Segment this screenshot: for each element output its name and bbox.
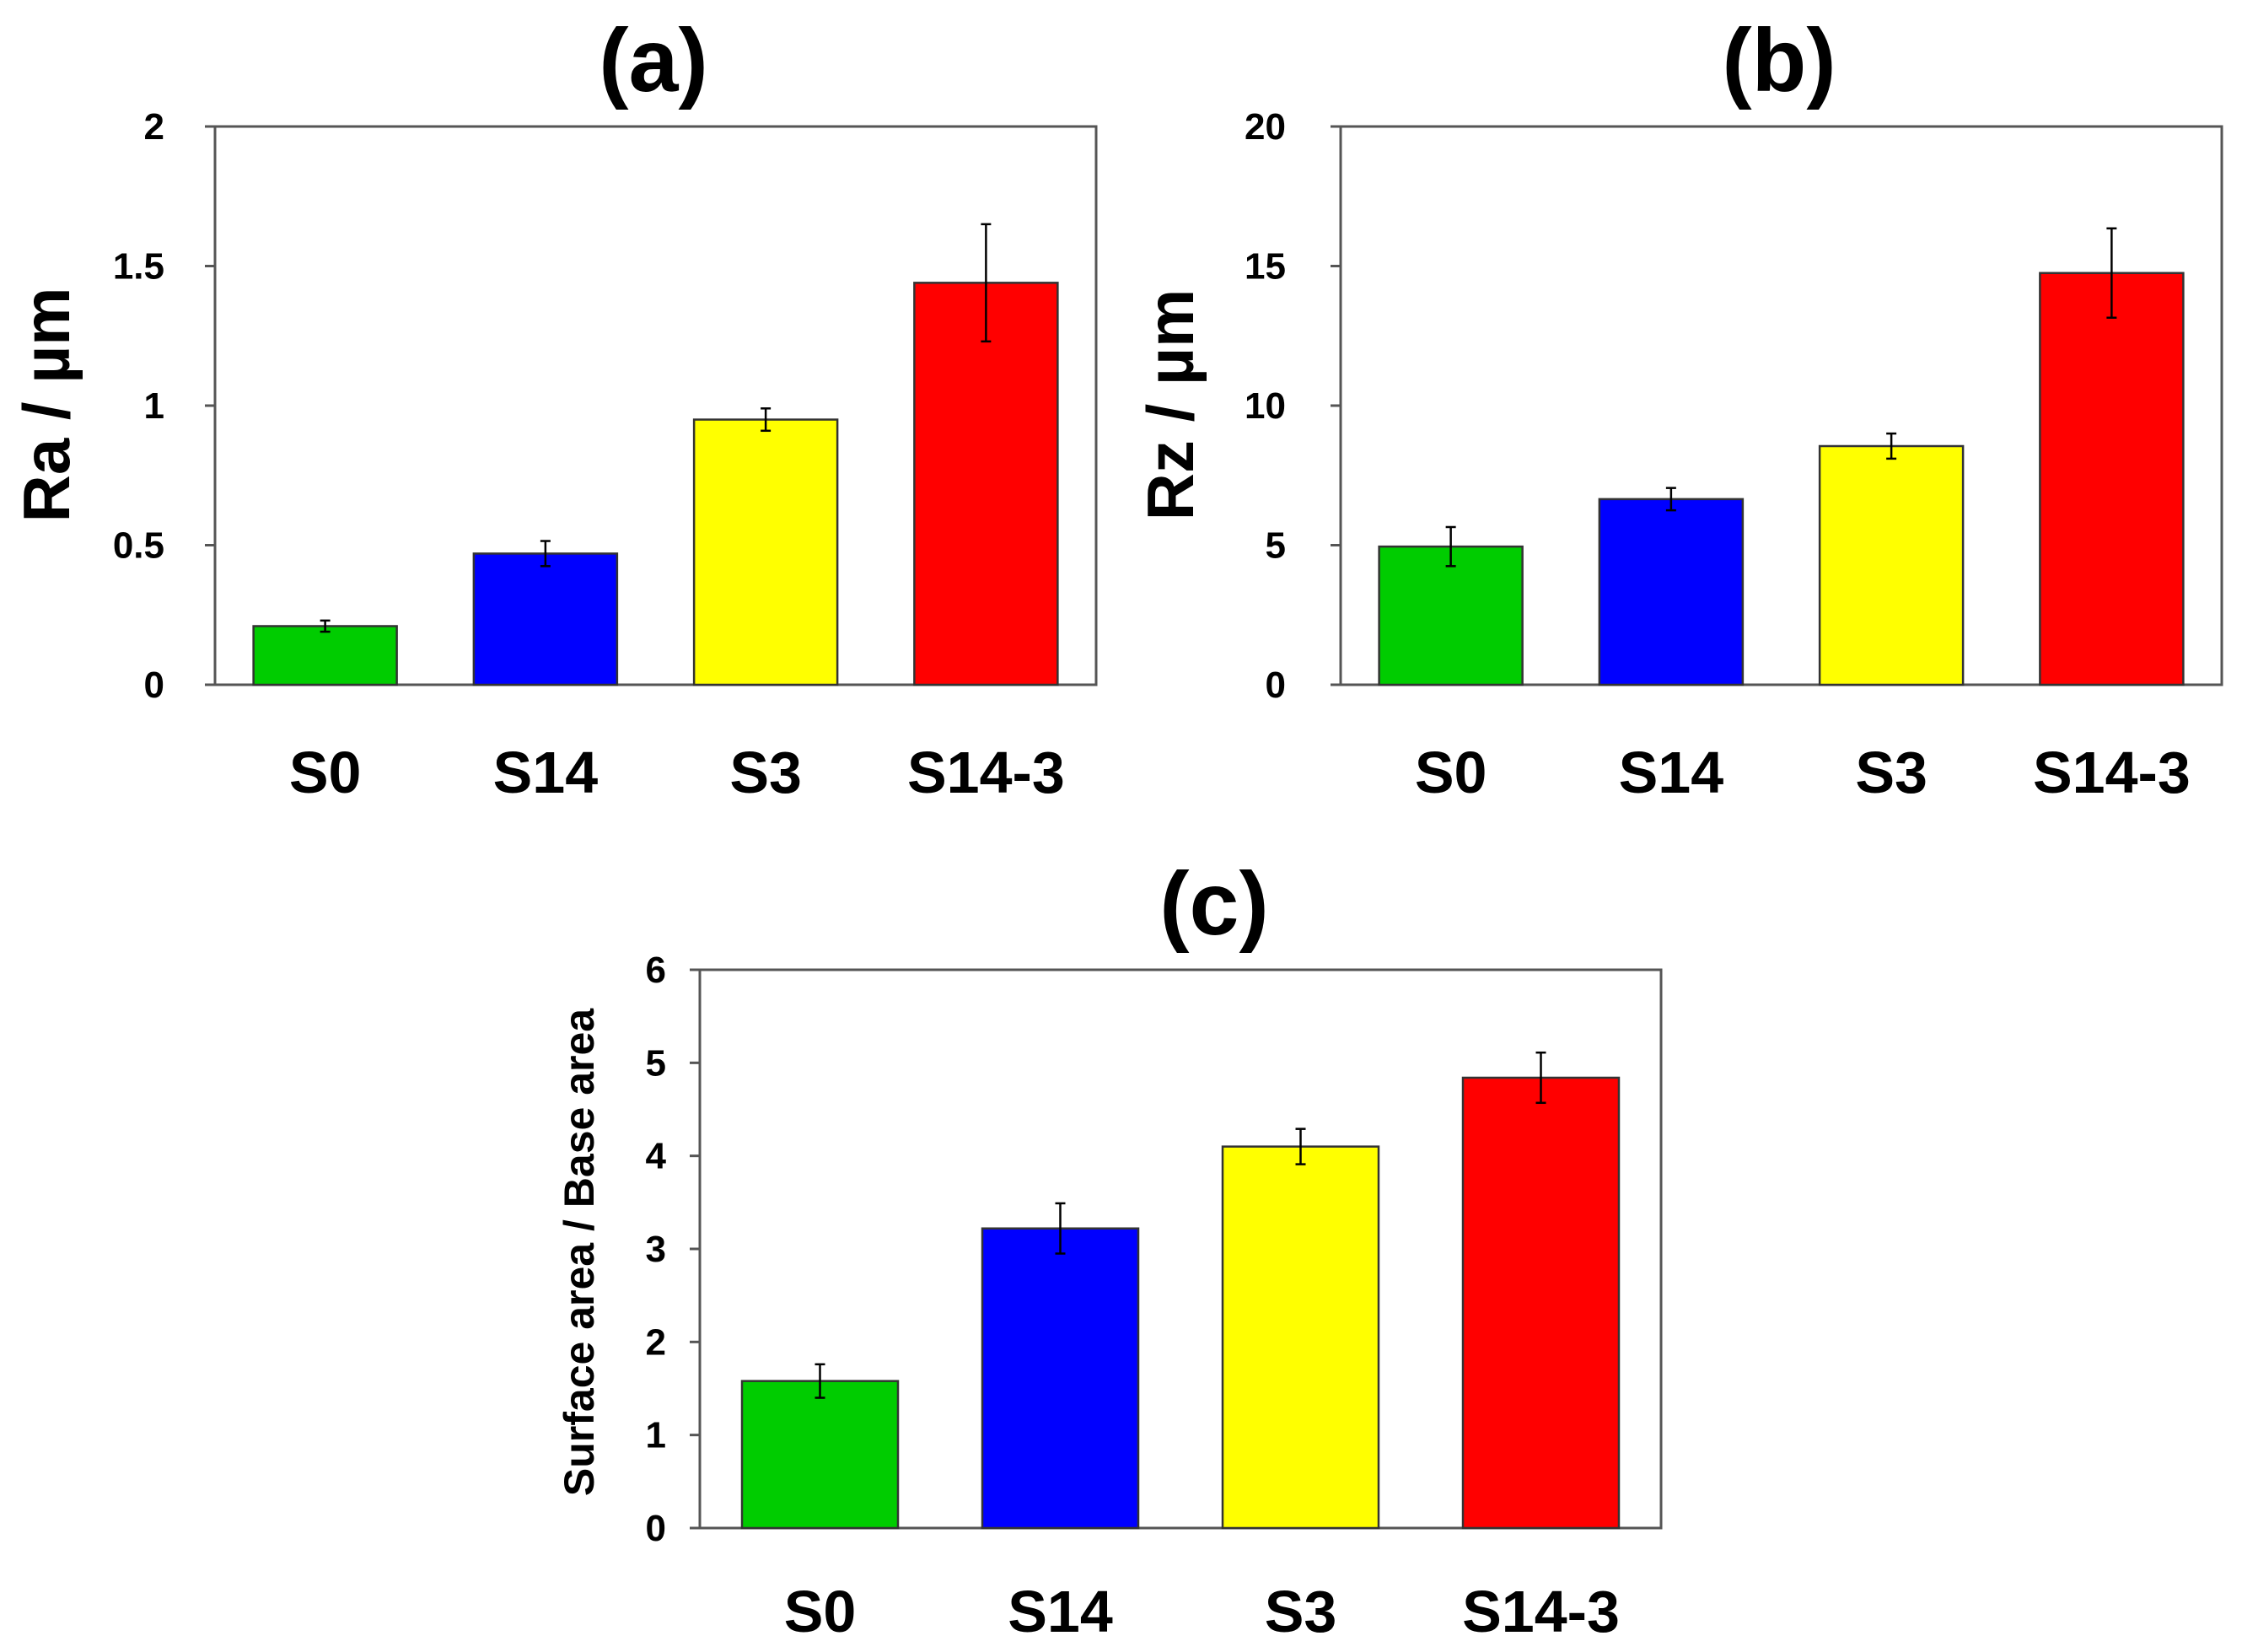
- panel-b-bar-s14-3: [2039, 272, 2185, 686]
- panel-a-y-axis-label: Ra / µm: [9, 287, 83, 522]
- panel-a-bar-s3: [692, 418, 839, 686]
- panel-c-category-label-s14-3: S14-3: [1462, 1579, 1620, 1644]
- panel-b-category-label-s14: S14: [1619, 740, 1724, 805]
- panel-c-bar-s0: [740, 1380, 900, 1530]
- panel-c-y-tick-label: 1: [646, 1415, 666, 1456]
- panel-b-category-label-s3: S3: [1855, 740, 1927, 805]
- panel-c-bar-s14-3: [1461, 1076, 1621, 1530]
- panel-a-category-label-s0: S0: [289, 740, 362, 805]
- panel-c-category-label-s14: S14: [1008, 1579, 1113, 1644]
- panel-b-title: (b): [1722, 11, 1836, 110]
- panel-a: (a) Ra / µm 0 0.5 1 1.5 2 S0 S14 S3 S14-3: [9, 11, 1098, 805]
- panel-a-bar-s0: [252, 625, 398, 686]
- panel-c-y-tick-label: 6: [646, 950, 666, 991]
- panel-b: (b) Rz / µm 0 5 10 15 20 S0 S14 S3 S14-3: [1133, 11, 2223, 805]
- panel-a-category-label-s14-3: S14-3: [907, 740, 1065, 805]
- panel-c-y-tick-label: 3: [646, 1229, 666, 1270]
- panel-b-y-tick-label: 5: [1266, 525, 1286, 567]
- panel-a-bar-s14: [472, 552, 619, 686]
- panel-b-category-label-s14-3: S14-3: [2033, 740, 2191, 805]
- panel-a-y-tick-label: 1.5: [113, 246, 164, 288]
- panel-c-y-tick-label: 0: [646, 1508, 666, 1549]
- panel-b-y-tick-label: 10: [1245, 385, 1286, 427]
- panel-b-y-axis-label: Rz / µm: [1133, 289, 1207, 521]
- panel-a-bar-s14-3: [913, 282, 1059, 686]
- panel-c-y-tick-label: 5: [646, 1042, 666, 1084]
- panel-b-y-tick-label: 20: [1245, 106, 1286, 148]
- panel-c-category-label-s0: S0: [784, 1579, 857, 1644]
- panel-a-category-label-s3: S3: [729, 740, 802, 805]
- panel-c-title: (c): [1159, 854, 1269, 954]
- panel-b-bar-s0: [1378, 545, 1524, 686]
- panel-b-category-label-s0: S0: [1415, 740, 1487, 805]
- panel-c-category-label-s3: S3: [1265, 1579, 1337, 1644]
- panel-b-y-tick-label: 0: [1266, 665, 1286, 706]
- panel-a-title: (a): [599, 11, 708, 110]
- panel-b-bar-s14: [1598, 498, 1745, 686]
- panel-a-y-tick-label: 2: [144, 106, 164, 148]
- panel-c-bar-s3: [1221, 1145, 1380, 1530]
- panel-c-y-axis-label: Surface area / Base area: [556, 1008, 603, 1496]
- panel-a-y-tick-label: 0: [144, 665, 164, 706]
- panel-b-y-tick-label: 15: [1245, 246, 1286, 288]
- panel-c-bar-s14: [981, 1227, 1140, 1530]
- panel-c: (c) Surface area / Base area 0 1 2 3 4 5 6 S0 S1…: [556, 854, 1663, 1644]
- panel-a-y-tick-label: 0.5: [113, 525, 164, 567]
- panel-c-plot-area: 0 1 2 3 4 5 6 S0 S14 S3 S14-3: [646, 950, 1663, 1644]
- panel-a-plot-area: 0 0.5 1 1.5 2 S0 S14 S3 S14-3: [113, 106, 1098, 805]
- panel-a-y-tick-label: 1: [144, 385, 164, 427]
- panel-c-y-tick-label: 2: [646, 1321, 666, 1363]
- panel-c-y-tick-label: 4: [646, 1136, 667, 1177]
- panel-b-plot-area: 0 5 10 15 20 S0 S14 S3 S14-3: [1245, 106, 2223, 805]
- panel-b-bar-s3: [1818, 444, 1965, 686]
- panel-a-category-label-s14: S14: [493, 740, 599, 805]
